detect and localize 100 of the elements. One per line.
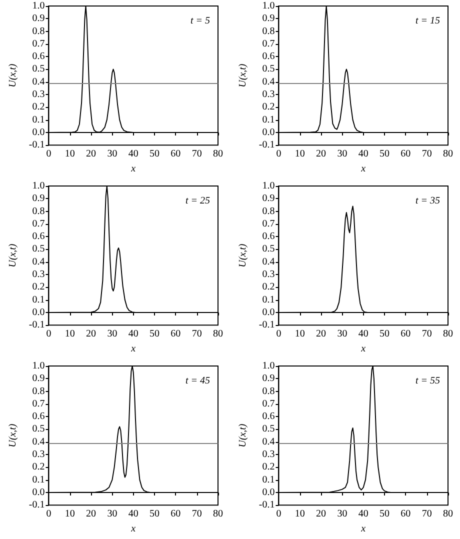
x-tick-label: 60 (400, 148, 411, 160)
y-tick-label: 0.9 (32, 373, 45, 384)
y-tick-label: 0.1 (32, 474, 45, 486)
y-tick-label: 0.5 (262, 424, 275, 435)
y-tick-label: 0.1 (262, 294, 275, 306)
x-tick-label: 60 (170, 508, 181, 520)
y-tick-label: 0.3 (32, 269, 45, 280)
x-axis-title: x (360, 524, 366, 534)
x-tick-label: 70 (192, 148, 202, 160)
y-axis-title: U(x,t) (238, 243, 248, 268)
y-tick-label: 0.0 (262, 486, 275, 498)
x-tick-label: 0 (276, 328, 282, 340)
x-tick-label: 50 (150, 148, 160, 160)
y-tick-label: 0.8 (262, 26, 275, 37)
y-tick-label: 0.4 (262, 76, 275, 88)
y-tick-label: 0.3 (262, 449, 275, 460)
x-tick-label: 0 (276, 148, 282, 160)
annotation: t = 5 (190, 16, 210, 26)
x-tick-label: 0 (276, 508, 282, 520)
x-tick-label: 70 (192, 508, 202, 520)
y-tick-label: 0.5 (32, 244, 45, 255)
y-tick-label: 0.0 (32, 306, 45, 318)
y-tick-label: 0.9 (262, 373, 275, 384)
y-tick-label: 0.6 (32, 51, 45, 62)
x-tick-label: 10 (64, 508, 75, 520)
x-tick-label: 70 (422, 508, 432, 520)
x-tick-label: 60 (170, 148, 181, 160)
x-tick-label: 80 (213, 148, 223, 160)
x-tick-label: 50 (150, 328, 160, 340)
y-tick-label: 0.6 (32, 411, 45, 422)
y-tick-label: 0.3 (262, 89, 275, 100)
y-tick-label: 0.4 (262, 256, 275, 268)
x-tick-label: 40 (128, 508, 138, 520)
x-tick-label: 10 (294, 508, 305, 520)
x-axis-title: x (130, 524, 136, 534)
y-tick-label: 0.4 (32, 436, 45, 448)
x-tick-label: 10 (294, 328, 305, 340)
x-axis-title: x (130, 164, 136, 174)
y-tick-label: 0.3 (32, 89, 45, 100)
y-tick-label: 0.2 (262, 462, 275, 473)
x-axis-title: x (360, 344, 366, 354)
y-tick-label: -0.1 (258, 140, 275, 151)
y-tick-label: 0.9 (262, 193, 275, 204)
x-tick-label: 70 (192, 328, 202, 340)
x-tick-label: 50 (150, 508, 160, 520)
x-tick-label: 70 (422, 148, 432, 160)
x-tick-label: 20 (86, 328, 96, 340)
x-tick-label: 70 (422, 328, 432, 340)
y-tick-label: 1.0 (262, 0, 275, 12)
y-tick-label: 0.1 (32, 294, 45, 306)
annotation: t = 45 (185, 376, 210, 386)
y-tick-label: 0.2 (32, 102, 45, 113)
y-tick-label: 1.0 (262, 180, 275, 192)
y-tick-label: 0.9 (32, 193, 45, 204)
y-tick-label: 0.0 (262, 126, 275, 138)
x-tick-label: 40 (128, 328, 138, 340)
y-tick-label: 0.0 (262, 306, 275, 318)
y-tick-label: -0.1 (258, 500, 275, 511)
y-tick-label: 0.0 (32, 486, 45, 498)
y-tick-label: 1.0 (32, 180, 45, 192)
annotation: t = 15 (415, 16, 440, 26)
y-tick-label: 0.7 (262, 38, 275, 50)
y-axis-title: U(x,t) (8, 63, 18, 88)
y-tick-label: -0.1 (28, 320, 45, 331)
y-tick-label: 0.8 (262, 206, 275, 217)
x-tick-label: 80 (213, 328, 223, 340)
y-tick-label: 0.2 (32, 282, 45, 293)
y-tick-label: 0.5 (32, 424, 45, 435)
x-tick-label: 40 (358, 508, 368, 520)
x-tick-label: 60 (400, 508, 411, 520)
y-tick-label: 0.5 (262, 244, 275, 255)
y-tick-label: 0.8 (262, 386, 275, 397)
x-tick-label: 60 (170, 328, 181, 340)
y-tick-label: 0.1 (262, 114, 275, 126)
y-axis-title: U(x,t) (8, 423, 18, 448)
y-tick-label: 0.1 (32, 114, 45, 126)
y-axis-title: U(x,t) (238, 423, 248, 448)
x-tick-label: 50 (380, 508, 390, 520)
x-tick-label: 20 (86, 508, 96, 520)
x-tick-label: 30 (337, 148, 348, 160)
y-tick-label: 0.4 (32, 256, 45, 268)
x-axis-title: x (360, 164, 366, 174)
x-tick-label: 40 (128, 148, 138, 160)
x-tick-label: 10 (64, 148, 75, 160)
y-tick-label: -0.1 (258, 320, 275, 331)
y-tick-label: 0.0 (32, 126, 45, 138)
y-tick-label: 0.7 (262, 218, 275, 230)
x-tick-label: 30 (107, 328, 118, 340)
y-tick-label: 0.6 (32, 231, 45, 242)
y-axis-title: U(x,t) (238, 63, 248, 88)
y-tick-label: 0.7 (32, 38, 45, 50)
x-tick-label: 20 (316, 328, 326, 340)
x-tick-label: 20 (316, 148, 326, 160)
x-tick-label: 80 (443, 508, 453, 520)
y-tick-label: -0.1 (28, 500, 45, 511)
x-tick-label: 80 (213, 508, 223, 520)
x-tick-label: 20 (316, 508, 326, 520)
y-tick-label: 0.5 (32, 64, 45, 75)
y-tick-label: 0.2 (32, 462, 45, 473)
x-tick-label: 30 (337, 328, 348, 340)
